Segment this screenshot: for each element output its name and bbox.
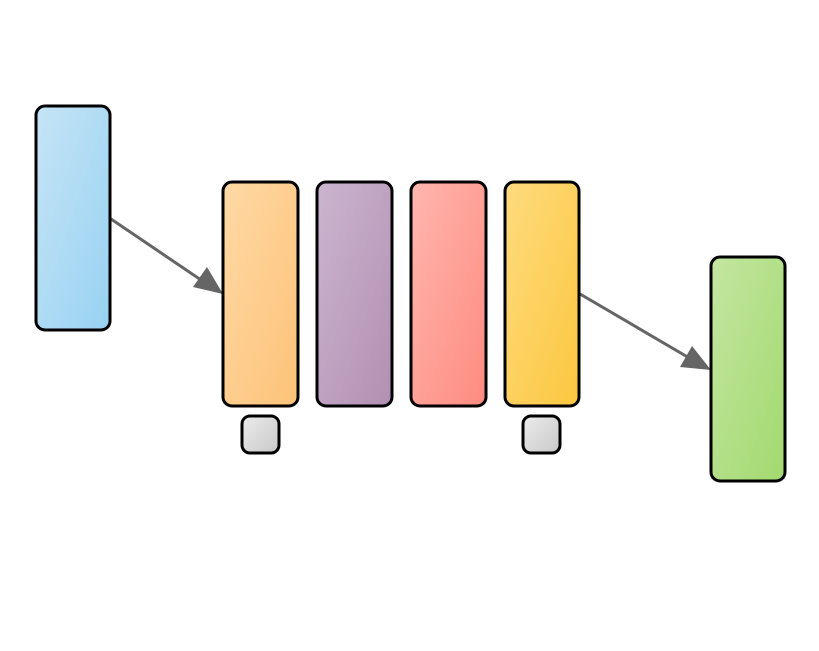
edges (110, 217, 711, 370)
layer-block-orange (221, 180, 300, 408)
arrowhead-layer-to-output (680, 346, 711, 370)
layer-block-purple (315, 180, 394, 408)
edge-layer-to-output (579, 292, 692, 361)
layer-block-red (409, 180, 488, 408)
layer-block-yellow (503, 180, 581, 408)
small-node-right (521, 414, 562, 455)
output-block (709, 255, 787, 483)
arrowhead-input-to-layer (193, 267, 223, 294)
blocks (34, 104, 787, 483)
small-nodes (240, 414, 562, 455)
edge-input-to-layer (110, 217, 205, 284)
input-block (34, 104, 112, 332)
small-node-left (240, 414, 281, 455)
